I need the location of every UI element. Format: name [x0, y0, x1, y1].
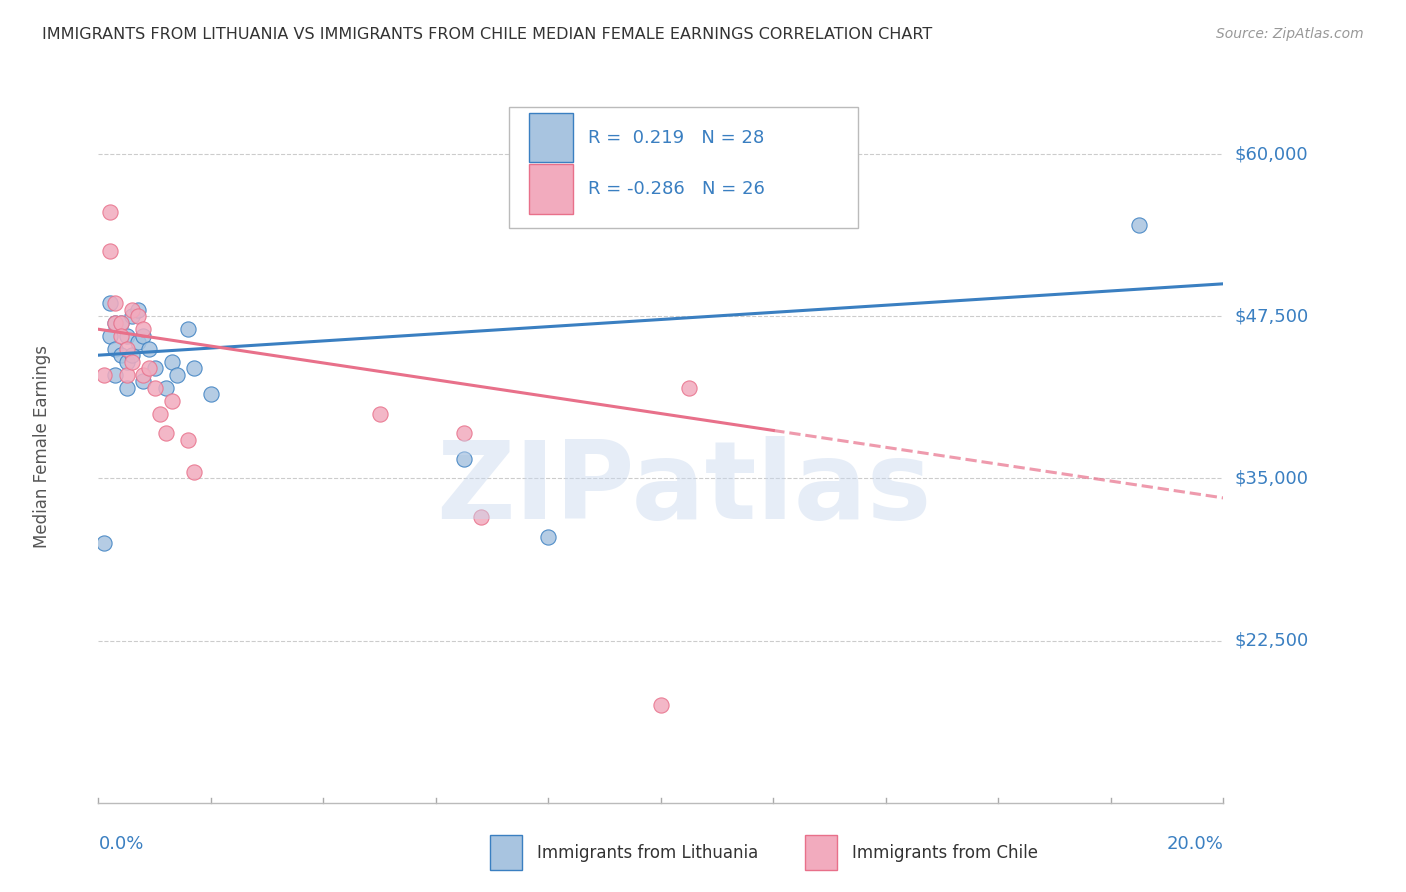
- Point: [98, 296, 121, 310]
- Text: Immigrants from Chile: Immigrants from Chile: [852, 844, 1038, 862]
- Point: [115, 368, 138, 382]
- Point: [93, 368, 115, 382]
- Point: [98, 328, 121, 343]
- Text: 20.0%: 20.0%: [1167, 835, 1223, 854]
- Text: $60,000: $60,000: [1234, 145, 1308, 163]
- Text: R =  0.219   N = 28: R = 0.219 N = 28: [588, 128, 763, 146]
- FancyBboxPatch shape: [804, 835, 838, 871]
- Text: Median Female Earnings: Median Female Earnings: [34, 344, 51, 548]
- Point: [104, 342, 127, 356]
- Point: [678, 381, 700, 395]
- Text: $47,500: $47,500: [1234, 307, 1309, 326]
- Point: [132, 322, 155, 336]
- FancyBboxPatch shape: [529, 164, 574, 214]
- Point: [127, 335, 149, 350]
- Point: [149, 407, 172, 421]
- Point: [115, 354, 138, 368]
- Point: [155, 381, 177, 395]
- Point: [121, 302, 143, 317]
- Text: $35,000: $35,000: [1234, 469, 1309, 487]
- Point: [115, 381, 138, 395]
- Point: [470, 510, 492, 524]
- Point: [121, 310, 143, 324]
- Point: [368, 407, 391, 421]
- Point: [104, 368, 127, 382]
- FancyBboxPatch shape: [489, 835, 523, 871]
- Text: 0.0%: 0.0%: [98, 835, 143, 854]
- Point: [110, 316, 132, 330]
- Point: [110, 348, 132, 362]
- Point: [121, 348, 143, 362]
- Point: [650, 698, 672, 713]
- Point: [104, 296, 127, 310]
- Point: [127, 302, 149, 317]
- Point: [177, 322, 200, 336]
- Point: [177, 433, 200, 447]
- Point: [98, 205, 121, 219]
- Point: [138, 342, 160, 356]
- Point: [132, 328, 155, 343]
- Text: $22,500: $22,500: [1234, 632, 1309, 649]
- Point: [160, 393, 183, 408]
- Point: [453, 452, 475, 467]
- Point: [132, 374, 155, 388]
- FancyBboxPatch shape: [509, 107, 858, 228]
- Point: [104, 316, 127, 330]
- Point: [93, 536, 115, 550]
- Point: [155, 425, 177, 440]
- Point: [110, 328, 132, 343]
- FancyBboxPatch shape: [529, 113, 574, 162]
- Point: [537, 530, 560, 544]
- Point: [143, 361, 166, 376]
- Text: Immigrants from Lithuania: Immigrants from Lithuania: [537, 844, 758, 862]
- Text: Source: ZipAtlas.com: Source: ZipAtlas.com: [1216, 27, 1364, 41]
- Point: [183, 465, 205, 479]
- Point: [166, 368, 188, 382]
- Text: R = -0.286   N = 26: R = -0.286 N = 26: [588, 180, 765, 198]
- Point: [200, 387, 222, 401]
- Point: [138, 361, 160, 376]
- Point: [453, 425, 475, 440]
- Point: [127, 310, 149, 324]
- Point: [115, 328, 138, 343]
- Point: [104, 316, 127, 330]
- Point: [183, 361, 205, 376]
- Point: [143, 381, 166, 395]
- Point: [115, 342, 138, 356]
- Text: ZIPatlas: ZIPatlas: [436, 436, 931, 541]
- Point: [110, 316, 132, 330]
- Point: [98, 244, 121, 259]
- Point: [132, 368, 155, 382]
- Point: [160, 354, 183, 368]
- Point: [121, 354, 143, 368]
- Text: IMMIGRANTS FROM LITHUANIA VS IMMIGRANTS FROM CHILE MEDIAN FEMALE EARNINGS CORREL: IMMIGRANTS FROM LITHUANIA VS IMMIGRANTS …: [42, 27, 932, 42]
- Point: [1128, 219, 1150, 233]
